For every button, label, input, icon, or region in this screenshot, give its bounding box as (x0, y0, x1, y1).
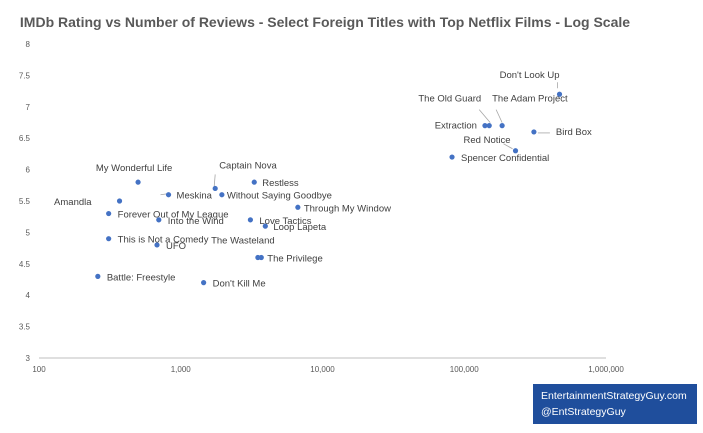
data-point (95, 273, 101, 279)
point-label: Love Tactics (259, 216, 311, 227)
data-point (512, 148, 519, 154)
watermark-site: EntertainmentStrategyGuy.com (541, 390, 687, 402)
chart-title: IMDb Rating vs Number of Reviews - Selec… (20, 14, 630, 30)
point-label: Don't Look Up (500, 70, 560, 81)
y-tick-label: 3 (26, 354, 31, 363)
point-label: Amandla (54, 197, 92, 208)
y-tick-label: 4 (26, 291, 31, 300)
leader-lines (160, 82, 558, 196)
y-tick-label: 8 (26, 40, 31, 49)
point-label: Spencer Confidential (461, 153, 549, 164)
leader-line (495, 109, 503, 123)
point-label: The Wasteland (211, 236, 275, 247)
point-label: Battle: Freestyle (107, 272, 176, 283)
data-point (499, 123, 505, 129)
point-label: My Wonderful Life (96, 163, 172, 174)
point-label: Meskina (177, 191, 213, 202)
y-tick-label: 5.5 (19, 197, 31, 206)
y-tick-label: 7.5 (19, 71, 31, 80)
point-label: Without Saying Goodbye (227, 191, 332, 202)
data-point (156, 217, 162, 223)
data-point (135, 179, 141, 185)
leader-line (213, 174, 216, 187)
watermark-box: EntertainmentStrategyGuy.com @EntStrateg… (533, 384, 697, 424)
data-point (106, 236, 112, 242)
x-axis: 100 1,000 10,000 100,000 1,000,000 (32, 365, 624, 374)
data-point (247, 217, 254, 223)
leader-line (503, 143, 513, 150)
point-label: Through My Window (304, 203, 391, 214)
point-label: Into the Wind (168, 216, 224, 227)
data-point (116, 198, 123, 204)
point-label: Captain Nova (219, 160, 277, 171)
point-label: Red Notice (464, 135, 511, 146)
y-tick-label: 7 (26, 103, 31, 112)
point-label: The Adam Project (492, 94, 568, 105)
data-point (106, 210, 112, 217)
y-tick-label: 6.5 (19, 134, 31, 143)
point-label: Loop Lapeta (273, 222, 327, 233)
data-point (262, 223, 268, 229)
point-label: Restless (262, 178, 299, 189)
data-point (212, 185, 218, 192)
x-tick-label: 100,000 (450, 365, 479, 374)
data-point (201, 280, 207, 286)
x-tick-label: 1,000 (171, 365, 192, 374)
x-tick-label: 100 (32, 365, 46, 374)
data-point (531, 129, 537, 135)
y-tick-label: 5 (26, 228, 31, 237)
point-label: UFO (166, 241, 186, 252)
data-points (95, 91, 563, 286)
point-label: Bird Box (556, 127, 592, 138)
y-axis: 3 3.5 4 4.5 5 5.5 6 6.5 7 7.5 8 (19, 40, 31, 363)
point-label: The Old Guard (418, 94, 481, 105)
x-tick-label: 1,000,000 (588, 365, 624, 374)
point-label: This is Not a Comedy (118, 235, 209, 246)
data-point (295, 204, 301, 210)
y-tick-label: 3.5 (19, 323, 31, 332)
data-point (449, 154, 455, 160)
x-tick-label: 10,000 (310, 365, 335, 374)
y-tick-label: 6 (26, 166, 31, 175)
leader-line (478, 109, 491, 123)
data-point (251, 179, 257, 185)
watermark-handle: @EntStrategyGuy (541, 406, 626, 418)
data-point (556, 91, 563, 97)
data-point (219, 192, 225, 198)
y-tick-label: 4.5 (19, 260, 31, 269)
point-label: Forever Out of My League (118, 210, 229, 221)
data-point (486, 123, 492, 129)
point-label: Extraction (435, 121, 477, 132)
data-point (154, 242, 160, 248)
point-labels: Don't Look Up Bird Box The Adam Project The… (54, 70, 592, 289)
point-label: The Privilege (267, 254, 322, 265)
data-point (165, 192, 172, 198)
point-label: Don't Kill Me (213, 279, 266, 290)
data-point (258, 254, 264, 261)
data-point (482, 123, 488, 129)
